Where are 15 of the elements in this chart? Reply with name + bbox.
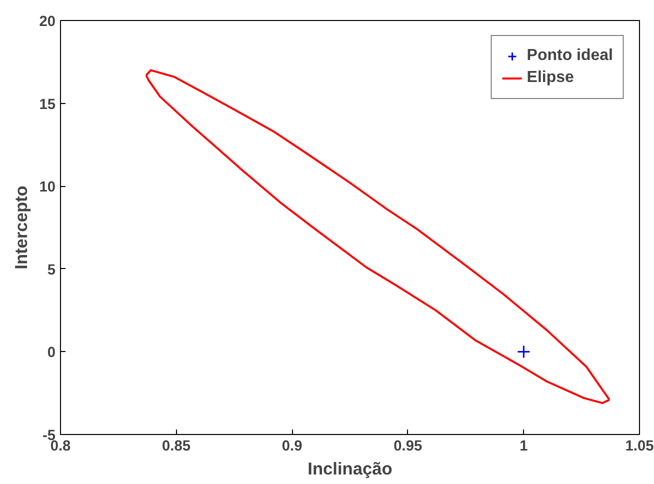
legend-label: Ponto ideal: [526, 47, 613, 65]
x-tick-label: 0.85: [162, 438, 191, 454]
y-tick-label: 10: [39, 180, 56, 196]
y-tick-label: 5: [47, 262, 56, 278]
x-tick-label: 0.95: [394, 438, 422, 454]
y-tick-label: 0: [47, 345, 56, 362]
x-tick-label: 1: [520, 438, 528, 454]
y-tick-label: 15: [39, 96, 56, 113]
x-tick-label: 0.9: [282, 438, 302, 454]
x-axis-title: Inclinação: [308, 458, 392, 478]
y-tick-label: 20: [39, 14, 56, 30]
x-tick-label: 0.8: [50, 438, 71, 454]
legend-label: Elipse: [526, 69, 574, 87]
x-tick-label: 1.05: [625, 438, 654, 454]
y-axis-title: Intercepto: [11, 186, 32, 270]
